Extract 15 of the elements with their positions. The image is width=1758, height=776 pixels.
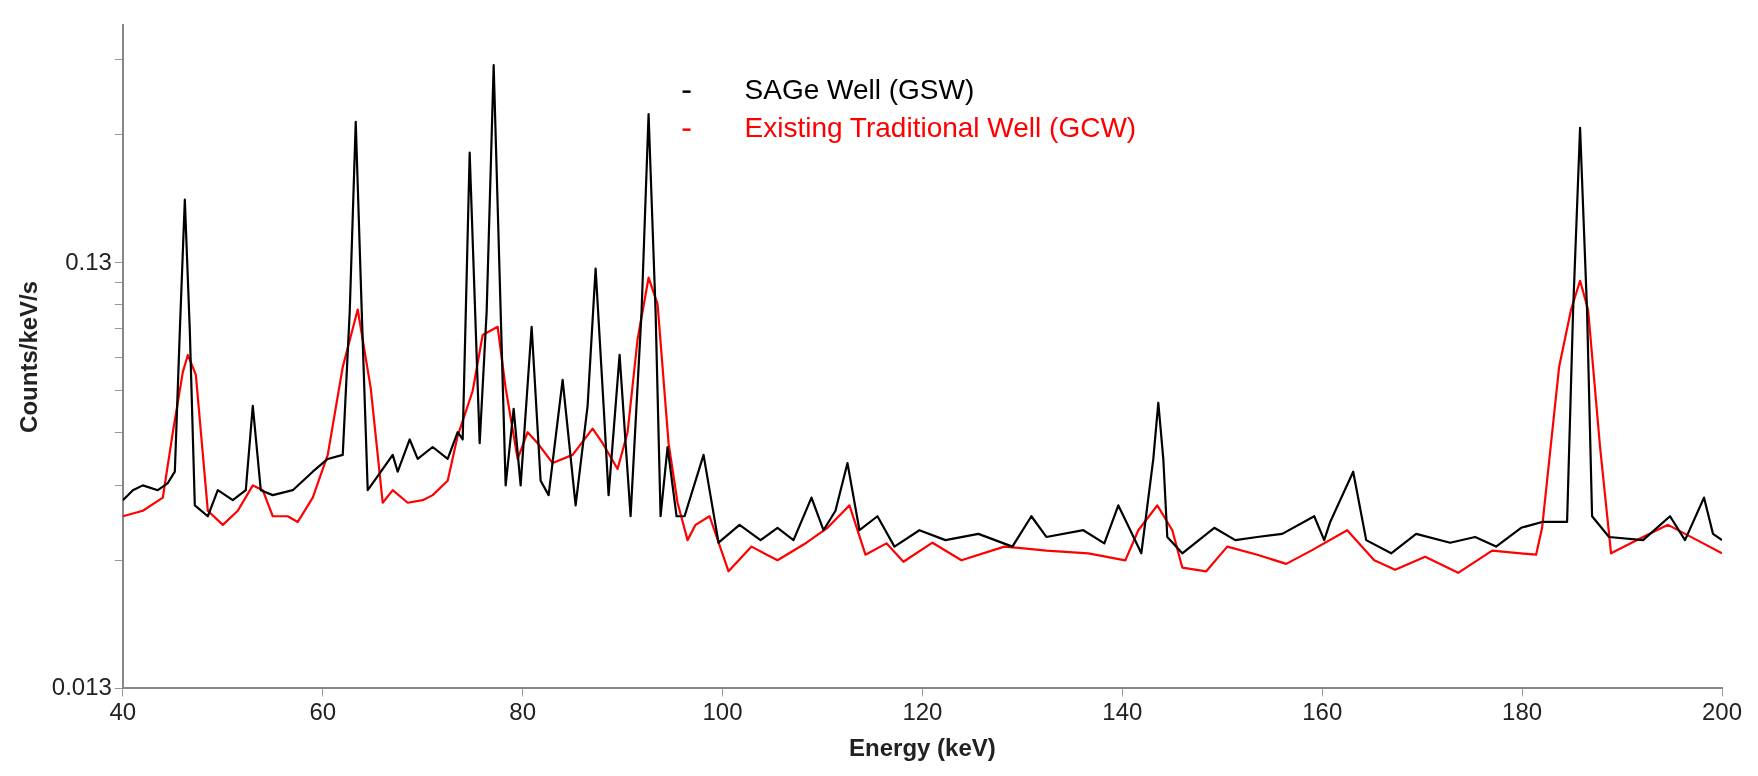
y-tick-label: 0.013 (51, 673, 112, 701)
legend-label: Existing Traditional Well (GCW) (744, 112, 1137, 144)
x-tick-label: 60 (309, 698, 337, 726)
x-tick-label: 120 (902, 698, 943, 726)
y-tick-label: 0.13 (65, 247, 112, 275)
x-tick-label: 80 (509, 698, 536, 726)
x-tick-label: 40 (109, 698, 137, 726)
legend-label: SAGe Well (GSW) (744, 74, 975, 106)
x-tick-label: 200 (1701, 698, 1743, 726)
x-tick-label: 160 (1302, 698, 1343, 726)
x-axis-title: Energy (keV) (849, 734, 996, 762)
x-tick-label: 180 (1502, 698, 1543, 726)
y-axis-title: Counts/keV/s (15, 280, 43, 433)
x-tick-label: 140 (1102, 698, 1143, 726)
x-tick-label: 100 (702, 698, 743, 726)
